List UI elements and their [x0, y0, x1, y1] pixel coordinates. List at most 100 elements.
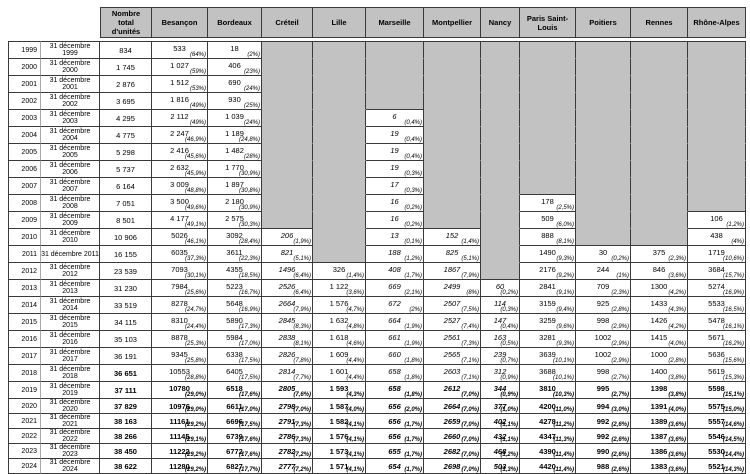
- empty-cell-rennes: [631, 144, 688, 161]
- cell-value: 2507: [443, 299, 461, 308]
- cell-bordeaux: 6827 (17,7%): [208, 459, 262, 474]
- table-row-2022: 2022 31 décembre 2022 38 266 11145 (29,1%) 67…: [8, 429, 746, 444]
- cell-percent: (25,6%): [184, 289, 206, 296]
- cell-percent: (1,3%): [500, 466, 518, 473]
- cell-marseille: 19 (0,4%): [366, 144, 424, 161]
- empty-cell-paris-saint-louis: [520, 110, 576, 127]
- table-row-2014: 2014 31 décembre 2014 33 519 8278 (24,7%) 564…: [8, 297, 746, 314]
- cell-besancon: 3 500 (49,6%): [152, 195, 208, 212]
- cell-nancy: 402 (1,1%): [481, 414, 520, 429]
- cell-value: 2612: [443, 384, 461, 393]
- year-cell: 2014: [8, 297, 41, 314]
- table-row-2007: 2007 31 décembre 2007 6 164 3 009 (48,8%) 1 8…: [8, 178, 746, 195]
- cell-value: 1 027: [170, 61, 189, 70]
- table-row-2002: 2002 31 décembre 2002 3 695 1 816 (49%) 930 (2…: [8, 93, 746, 110]
- cell-bordeaux: 1 482 (28%): [208, 144, 262, 161]
- empty-cell-lille: [313, 178, 366, 195]
- cell-percent: (1,9%): [293, 238, 311, 245]
- cell-percent: (1,7%): [404, 466, 422, 473]
- cell-percent: (9,4%): [556, 306, 574, 313]
- cell-value: 6: [392, 112, 397, 121]
- cell-percent: (1,4%): [461, 238, 479, 245]
- cell-percent: (7,0%): [461, 436, 479, 443]
- cell-percent: (1,8%): [404, 357, 422, 364]
- cell-besancon: 1 816 (49%): [152, 93, 208, 110]
- cell-percent: (16,9%): [238, 306, 260, 313]
- cell-percent: (7,5%): [461, 306, 479, 313]
- cell-percent: (15,1%): [722, 391, 744, 398]
- empty-cell-montpellier: [424, 93, 481, 110]
- cell-value: 1 593: [329, 384, 349, 393]
- cell-montpellier: 2660 (7,0%): [424, 429, 481, 444]
- cell-bordeaux: 5984 (17,0%): [208, 331, 262, 348]
- total-cell: 38 266: [100, 429, 152, 444]
- empty-cell-nancy: [481, 59, 520, 76]
- cell-value: 206: [280, 231, 294, 240]
- cell-poitiers: 992 (2,6%): [576, 414, 631, 429]
- table-row-2013: 2013 31 décembre 2013 31 230 7984 (25,6%) 522…: [8, 280, 746, 297]
- cell-marseille: 656 (2,0%): [366, 399, 424, 414]
- empty-cell-nancy: [481, 263, 520, 280]
- empty-cell-paris-saint-louis: [520, 41, 576, 59]
- cell-percent: (5,1%): [293, 255, 311, 262]
- cell-percent: (8,3%): [293, 323, 311, 330]
- empty-cell-rennes: [631, 161, 688, 178]
- cell-value: 2845: [278, 316, 296, 325]
- cell-percent: (0,2%): [500, 289, 518, 296]
- cell-value: 1 897: [225, 180, 244, 189]
- year-cell: 2023: [8, 444, 41, 459]
- cell-montpellier: 2507 (7,5%): [424, 297, 481, 314]
- cell-paris-saint-louis: 4390 (11,4%): [520, 444, 576, 459]
- cell-percent: (53%): [189, 85, 206, 92]
- cell-value: 656: [388, 416, 401, 426]
- cell-percent: (15,6%): [722, 357, 744, 364]
- cell-creteil: 2526 (6,4%): [262, 280, 313, 297]
- cell-lille: 1 576 (4,1%): [313, 429, 366, 444]
- cell-bordeaux: 3611 (22,3%): [208, 246, 262, 263]
- total-cell: 37 111: [100, 382, 152, 399]
- empty-cell-montpellier: [424, 161, 481, 178]
- cell-value: 5557: [708, 416, 725, 426]
- cell-percent: (9,6%): [556, 323, 574, 330]
- year-cell: 2024: [8, 459, 41, 474]
- year-cell: 2003: [8, 110, 41, 127]
- cell-percent: (10,3%): [552, 391, 574, 398]
- empty-cell-creteil: [262, 195, 313, 212]
- cell-creteil: 2838 (8,1%): [262, 331, 313, 348]
- date-cell: 31 décembre 2003: [41, 110, 100, 127]
- column-header-lille: Lille: [313, 7, 366, 38]
- cell-percent: (9,2%): [556, 272, 574, 279]
- cell-value: 3639: [539, 350, 556, 359]
- cell-percent: (30,9%): [238, 170, 260, 177]
- cell-value: 3 009: [170, 180, 189, 189]
- header-spacer: [8, 7, 100, 38]
- cell-marseille: 661 (1,9%): [366, 331, 424, 348]
- empty-cell-lille: [313, 76, 366, 93]
- cell-percent: (0,4%): [404, 153, 422, 160]
- cell-paris-saint-louis: 3159 (9,4%): [520, 297, 576, 314]
- cell-rennes: 1433 (4,3%): [631, 297, 688, 314]
- cell-percent: (4,1%): [346, 421, 364, 428]
- cell-rhone-alpes: 1719 (10,6%): [688, 246, 746, 263]
- cell-percent: (16,1%): [722, 323, 744, 330]
- cell-value: 1002: [594, 333, 612, 342]
- cell-percent: (1%): [616, 272, 629, 279]
- cell-creteil: 2805 (7,6%): [262, 382, 313, 399]
- cell-bordeaux: 6772 (17,6%): [208, 444, 262, 459]
- table-row-2024: 2024 31 décembre 2024 38 622 11280 (29,2%) 68…: [8, 459, 746, 474]
- year-cell: 2007: [8, 178, 41, 195]
- empty-cell-lille: [313, 127, 366, 144]
- empty-cell-poitiers: [576, 178, 631, 195]
- cell-value: 2826: [278, 350, 296, 359]
- cell-rennes: 1389 (3,6%): [631, 414, 688, 429]
- cell-value: 5890: [226, 316, 243, 325]
- cell-besancon: 8278 (24,7%): [152, 297, 208, 314]
- cell-percent: (49%): [189, 102, 206, 109]
- empty-cell-nancy: [481, 246, 520, 263]
- cell-bordeaux: 406 (23%): [208, 59, 262, 76]
- cell-lille: 1 571 (4,1%): [313, 459, 366, 474]
- date-cell: 31 décembre 2000: [41, 59, 100, 76]
- cell-percent: (11,3%): [553, 436, 574, 443]
- empty-cell-creteil: [262, 93, 313, 110]
- cell-value: 2791: [278, 416, 296, 426]
